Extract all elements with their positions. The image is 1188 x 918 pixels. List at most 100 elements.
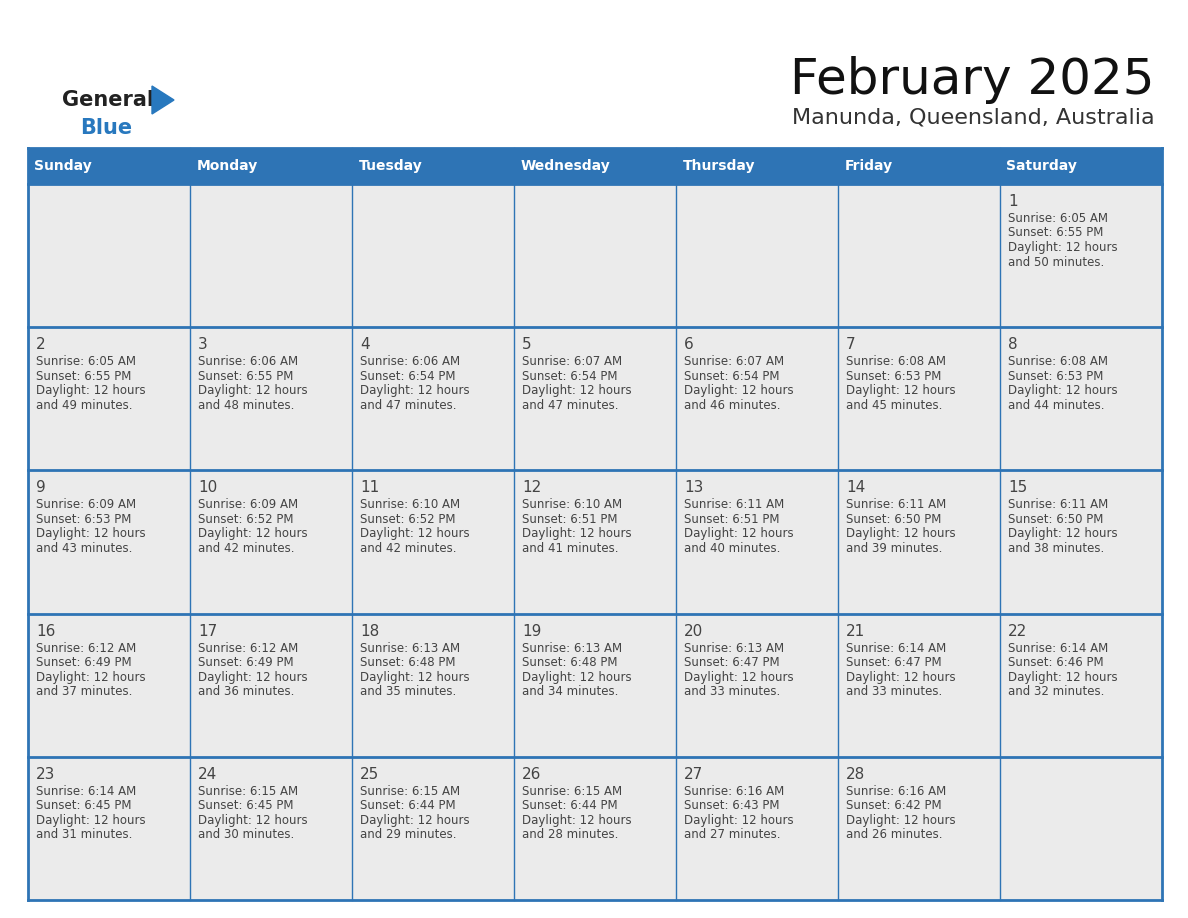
Text: Sunset: 6:55 PM: Sunset: 6:55 PM — [1009, 227, 1104, 240]
Text: and 47 minutes.: and 47 minutes. — [360, 398, 456, 411]
Text: and 29 minutes.: and 29 minutes. — [360, 828, 456, 841]
Text: Sunset: 6:53 PM: Sunset: 6:53 PM — [846, 370, 941, 383]
Text: Daylight: 12 hours: Daylight: 12 hours — [522, 671, 632, 684]
Text: Sunrise: 6:12 AM: Sunrise: 6:12 AM — [36, 642, 137, 655]
Text: and 40 minutes.: and 40 minutes. — [684, 542, 781, 554]
Bar — [514, 613, 676, 756]
Bar — [838, 470, 1000, 613]
Text: Sunset: 6:55 PM: Sunset: 6:55 PM — [198, 370, 293, 383]
Text: Sunrise: 6:11 AM: Sunrise: 6:11 AM — [1009, 498, 1108, 511]
Text: 14: 14 — [846, 480, 865, 496]
Text: 23: 23 — [36, 767, 56, 782]
Text: Sunrise: 6:11 AM: Sunrise: 6:11 AM — [684, 498, 784, 511]
Text: Daylight: 12 hours: Daylight: 12 hours — [1009, 671, 1118, 684]
Text: Daylight: 12 hours: Daylight: 12 hours — [522, 385, 632, 397]
Bar — [514, 470, 676, 613]
Text: Daylight: 12 hours: Daylight: 12 hours — [1009, 528, 1118, 541]
Text: Wednesday: Wednesday — [520, 159, 611, 173]
Bar — [1000, 470, 1162, 613]
Bar — [352, 327, 514, 470]
Text: Sunset: 6:50 PM: Sunset: 6:50 PM — [846, 513, 941, 526]
Text: and 49 minutes.: and 49 minutes. — [36, 398, 133, 411]
Text: 25: 25 — [360, 767, 379, 782]
Text: and 33 minutes.: and 33 minutes. — [846, 685, 942, 698]
Text: Saturday: Saturday — [1006, 159, 1078, 173]
Bar — [676, 327, 838, 470]
Text: Sunrise: 6:05 AM: Sunrise: 6:05 AM — [1009, 212, 1108, 225]
Text: Sunrise: 6:09 AM: Sunrise: 6:09 AM — [36, 498, 137, 511]
Text: and 44 minutes.: and 44 minutes. — [1009, 398, 1105, 411]
Text: Sunrise: 6:14 AM: Sunrise: 6:14 AM — [1009, 642, 1108, 655]
Text: Manunda, Queensland, Australia: Manunda, Queensland, Australia — [792, 108, 1155, 128]
Bar — [514, 756, 676, 900]
Text: Sunrise: 6:13 AM: Sunrise: 6:13 AM — [684, 642, 784, 655]
Text: Thursday: Thursday — [682, 159, 756, 173]
Text: 22: 22 — [1009, 623, 1028, 639]
Text: Sunrise: 6:13 AM: Sunrise: 6:13 AM — [522, 642, 623, 655]
Text: Sunrise: 6:15 AM: Sunrise: 6:15 AM — [522, 785, 623, 798]
Bar — [352, 184, 514, 327]
Bar — [1000, 327, 1162, 470]
Text: 6: 6 — [684, 337, 694, 353]
Text: Sunset: 6:53 PM: Sunset: 6:53 PM — [1009, 370, 1104, 383]
Text: 10: 10 — [198, 480, 217, 496]
Text: Daylight: 12 hours: Daylight: 12 hours — [360, 813, 469, 827]
Text: and 30 minutes.: and 30 minutes. — [198, 828, 295, 841]
Text: 24: 24 — [198, 767, 217, 782]
Text: and 50 minutes.: and 50 minutes. — [1009, 255, 1105, 268]
Text: and 37 minutes.: and 37 minutes. — [36, 685, 133, 698]
Text: 7: 7 — [846, 337, 855, 353]
Text: Friday: Friday — [845, 159, 892, 173]
Bar — [838, 184, 1000, 327]
Text: Daylight: 12 hours: Daylight: 12 hours — [522, 813, 632, 827]
Text: 21: 21 — [846, 623, 865, 639]
Text: 17: 17 — [198, 623, 217, 639]
Text: Sunday: Sunday — [34, 159, 93, 173]
Bar — [190, 184, 352, 327]
Text: Sunset: 6:54 PM: Sunset: 6:54 PM — [360, 370, 456, 383]
Text: Monday: Monday — [196, 159, 258, 173]
Text: Sunrise: 6:16 AM: Sunrise: 6:16 AM — [846, 785, 947, 798]
Text: and 46 minutes.: and 46 minutes. — [684, 398, 781, 411]
Bar — [838, 756, 1000, 900]
Text: Sunrise: 6:15 AM: Sunrise: 6:15 AM — [198, 785, 298, 798]
Text: 26: 26 — [522, 767, 542, 782]
Text: Sunrise: 6:07 AM: Sunrise: 6:07 AM — [684, 355, 784, 368]
Bar — [29, 327, 190, 470]
Text: and 34 minutes.: and 34 minutes. — [522, 685, 619, 698]
Text: Sunset: 6:52 PM: Sunset: 6:52 PM — [198, 513, 293, 526]
Text: Sunset: 6:49 PM: Sunset: 6:49 PM — [198, 656, 293, 669]
Text: Sunrise: 6:14 AM: Sunrise: 6:14 AM — [36, 785, 137, 798]
Text: 20: 20 — [684, 623, 703, 639]
Text: Daylight: 12 hours: Daylight: 12 hours — [684, 528, 794, 541]
Text: and 26 minutes.: and 26 minutes. — [846, 828, 942, 841]
Text: Sunset: 6:44 PM: Sunset: 6:44 PM — [360, 800, 456, 812]
Text: Daylight: 12 hours: Daylight: 12 hours — [684, 671, 794, 684]
Bar — [838, 613, 1000, 756]
Text: Sunrise: 6:13 AM: Sunrise: 6:13 AM — [360, 642, 460, 655]
Text: and 38 minutes.: and 38 minutes. — [1009, 542, 1105, 554]
Bar — [1000, 613, 1162, 756]
Text: Daylight: 12 hours: Daylight: 12 hours — [360, 671, 469, 684]
Bar — [29, 148, 1162, 184]
Text: Sunrise: 6:07 AM: Sunrise: 6:07 AM — [522, 355, 623, 368]
Text: Sunset: 6:51 PM: Sunset: 6:51 PM — [684, 513, 779, 526]
Text: Daylight: 12 hours: Daylight: 12 hours — [846, 813, 955, 827]
Bar — [352, 470, 514, 613]
Text: and 47 minutes.: and 47 minutes. — [522, 398, 619, 411]
Text: Sunrise: 6:08 AM: Sunrise: 6:08 AM — [1009, 355, 1108, 368]
Text: Sunrise: 6:05 AM: Sunrise: 6:05 AM — [36, 355, 137, 368]
Text: Sunrise: 6:10 AM: Sunrise: 6:10 AM — [360, 498, 460, 511]
Text: Sunset: 6:55 PM: Sunset: 6:55 PM — [36, 370, 132, 383]
Text: Daylight: 12 hours: Daylight: 12 hours — [198, 528, 308, 541]
Text: 5: 5 — [522, 337, 532, 353]
Bar — [676, 613, 838, 756]
Text: Sunrise: 6:10 AM: Sunrise: 6:10 AM — [522, 498, 623, 511]
Text: Sunset: 6:44 PM: Sunset: 6:44 PM — [522, 800, 618, 812]
Bar — [352, 756, 514, 900]
Text: and 42 minutes.: and 42 minutes. — [198, 542, 295, 554]
Text: Daylight: 12 hours: Daylight: 12 hours — [36, 813, 146, 827]
Bar — [190, 756, 352, 900]
Text: 19: 19 — [522, 623, 542, 639]
Text: Sunrise: 6:12 AM: Sunrise: 6:12 AM — [198, 642, 298, 655]
